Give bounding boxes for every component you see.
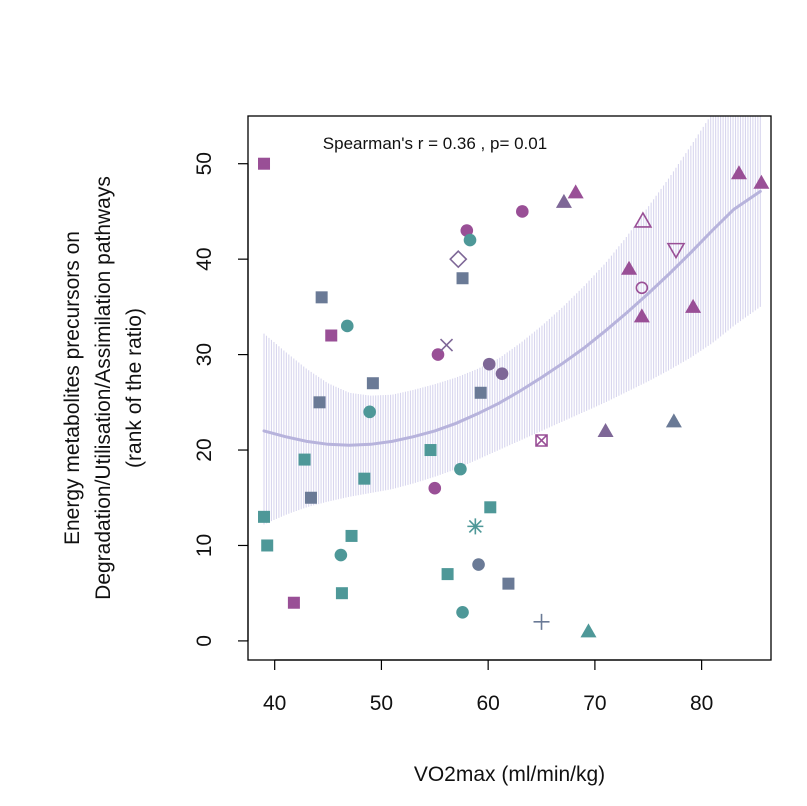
- data-point-triangle: [597, 422, 614, 437]
- spearman-annotation: Spearman's r = 0.36 , p= 0.01: [323, 134, 547, 153]
- data-point-triangle: [555, 193, 572, 208]
- data-point-square: [335, 587, 348, 600]
- data-point-square: [298, 453, 311, 466]
- y-tick-label: 50: [193, 152, 216, 175]
- x-tick-label: 40: [263, 692, 286, 715]
- data-points: [258, 157, 770, 638]
- data-point-triangle: [730, 165, 747, 180]
- y-tick-label: 10: [193, 534, 216, 557]
- data-point-circle: [428, 481, 442, 495]
- data-point-square: [441, 568, 454, 581]
- data-point-triangle: [665, 413, 682, 428]
- data-point-cross: [439, 338, 454, 352]
- data-point-square: [474, 386, 487, 399]
- data-point-triangle: [633, 308, 650, 323]
- y-tick-label: 30: [193, 343, 216, 366]
- x-tick-label: 60: [476, 692, 499, 715]
- data-point-square: [258, 157, 271, 170]
- data-point-circle: [456, 605, 469, 619]
- y-axis-title-line: Degradation/Utilisation/Assimilation pat…: [92, 176, 115, 600]
- data-point-square: [502, 577, 515, 590]
- data-point-square: [358, 472, 371, 485]
- data-point-circle: [463, 233, 477, 247]
- data-point-circle: [482, 357, 496, 371]
- data-point-circle: [516, 205, 529, 218]
- fit-curve: [262, 189, 762, 447]
- data-point-square: [484, 501, 497, 514]
- data-point-square: [304, 491, 317, 504]
- data-point-square: [325, 329, 338, 342]
- data-point-square: [287, 596, 300, 609]
- data-point-triangle: [567, 184, 584, 199]
- data-point-circle: [460, 224, 474, 237]
- data-point-circle: [454, 462, 467, 476]
- y-tick-label: 20: [193, 438, 216, 461]
- data-point-square: [366, 377, 379, 390]
- x-axis: 40 50 60 70 80: [263, 659, 713, 715]
- data-point-triangle-open: [633, 211, 653, 228]
- data-point-triangle-down-open: [666, 242, 686, 260]
- data-point-square: [315, 291, 328, 304]
- data-point-square: [456, 272, 469, 285]
- y-axis-title-line: (rank of the ratio): [123, 308, 146, 468]
- data-point-square: [313, 396, 326, 409]
- data-point-asterisk: [467, 518, 484, 535]
- x-axis-title: VO2max (ml/min/kg): [414, 763, 605, 786]
- data-point-plus: [533, 613, 550, 630]
- x-tick-label: 50: [370, 692, 393, 715]
- data-point-triangle: [753, 174, 770, 189]
- data-point-circle: [334, 548, 348, 562]
- data-point-circle: [340, 319, 354, 333]
- data-point-circle: [472, 558, 485, 571]
- data-point-triangle: [685, 298, 702, 313]
- x-tick-label: 80: [690, 692, 713, 715]
- y-tick-label: 40: [193, 247, 216, 270]
- data-point-circle: [363, 405, 376, 419]
- data-point-circle: [495, 367, 509, 380]
- y-axis: 0 10 20 30 40 50: [193, 152, 249, 647]
- data-point-diamond-open: [449, 250, 468, 269]
- data-point-square: [261, 539, 274, 552]
- data-point-square-x: [535, 434, 548, 447]
- data-point-circle-open: [635, 281, 649, 295]
- confidence-band: [263, 116, 761, 525]
- data-point-triangle: [580, 623, 597, 638]
- y-axis-title-line: Energy metabolites precursors on: [61, 231, 84, 545]
- data-point-square: [424, 444, 437, 457]
- data-point-triangle: [621, 260, 638, 275]
- y-tick-label: 0: [193, 635, 216, 647]
- x-tick-label: 70: [583, 692, 606, 715]
- data-point-square: [258, 510, 271, 523]
- y-axis-title: Energy metabolites precursors on Degradat…: [61, 176, 146, 600]
- data-point-square: [345, 529, 358, 542]
